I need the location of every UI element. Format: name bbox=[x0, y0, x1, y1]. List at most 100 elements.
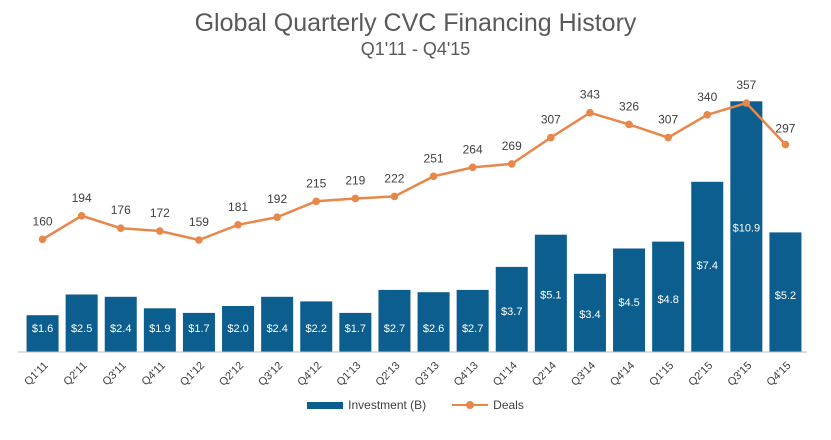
x-tick-label: Q1'14 bbox=[491, 360, 520, 389]
deals-point bbox=[390, 192, 399, 201]
bar-investment bbox=[573, 273, 606, 352]
deals-data-label: 297 bbox=[775, 122, 795, 136]
bar-data-label: $2.0 bbox=[227, 323, 248, 335]
deals-data-label: 181 bbox=[228, 200, 248, 214]
bar-data-label: $4.5 bbox=[618, 297, 639, 309]
deals-data-label: 251 bbox=[424, 151, 444, 165]
legend-swatch-line bbox=[452, 401, 489, 409]
deals-data-label: 307 bbox=[541, 113, 561, 127]
legend-item-investment: Investment (B) bbox=[307, 398, 426, 412]
bar-data-label: $2.6 bbox=[423, 323, 444, 335]
bar-data-label: $2.4 bbox=[266, 323, 287, 335]
deals-data-label: 222 bbox=[384, 171, 404, 185]
x-tick-label: Q2'15 bbox=[686, 360, 715, 389]
x-tick-label: Q4'11 bbox=[140, 360, 168, 388]
deals-data-label: 215 bbox=[306, 176, 326, 190]
deals-data-label: 192 bbox=[267, 192, 287, 206]
x-tick-label: Q4'12 bbox=[295, 360, 324, 389]
bar-data-label: $5.1 bbox=[540, 290, 561, 302]
bar-investment bbox=[65, 294, 98, 352]
deals-point bbox=[547, 133, 555, 142]
deals-data-label: 159 bbox=[189, 215, 209, 229]
deals-point bbox=[781, 140, 790, 149]
deals-point bbox=[312, 197, 321, 206]
chart-title-block: Global Quarterly CVC Financing History Q… bbox=[0, 8, 831, 60]
deals-point bbox=[273, 213, 281, 221]
bar-investment bbox=[182, 312, 215, 352]
legend-label-investment: Investment (B) bbox=[348, 398, 427, 412]
bar-investment bbox=[417, 292, 450, 352]
bar-data-label: $2.7 bbox=[384, 323, 405, 335]
deals-point bbox=[703, 110, 712, 119]
x-tick-label: Q3'12 bbox=[256, 360, 285, 389]
deals-point bbox=[234, 220, 242, 229]
deals-data-label: 194 bbox=[72, 191, 92, 205]
bar-data-label: $4.8 bbox=[657, 294, 678, 306]
x-tick-label: Q3'13 bbox=[413, 360, 442, 389]
x-tick-label: Q1'15 bbox=[647, 360, 676, 389]
x-tick-label: Q2'12 bbox=[217, 360, 246, 389]
bar-data-label: $1.9 bbox=[149, 323, 170, 335]
bar-data-label: $1.6 bbox=[32, 323, 53, 335]
bar-data-label: $1.7 bbox=[345, 323, 366, 335]
deals-data-label: 340 bbox=[697, 90, 717, 104]
deals-data-label: 219 bbox=[345, 173, 365, 187]
deals-point bbox=[156, 227, 164, 235]
x-tick-label: Q2'14 bbox=[530, 360, 559, 389]
deals-data-label: 307 bbox=[658, 113, 678, 127]
x-tick-label: Q3'14 bbox=[569, 360, 598, 389]
bar-investment bbox=[143, 308, 176, 352]
bar-data-label: $7.4 bbox=[697, 260, 718, 272]
x-tick-label: Q2'11 bbox=[61, 360, 89, 388]
deals-point bbox=[742, 99, 751, 107]
bar-data-label: $5.2 bbox=[775, 290, 796, 302]
bar-investment bbox=[456, 289, 489, 352]
bar-investment bbox=[339, 312, 372, 352]
x-tick-label: Q1'11 bbox=[22, 360, 50, 388]
x-tick-label: Q2'13 bbox=[374, 360, 403, 389]
bar-investment bbox=[378, 289, 411, 352]
bar-investment bbox=[730, 101, 763, 352]
bar-investment bbox=[300, 301, 333, 352]
deals-point bbox=[351, 194, 360, 203]
bar-data-label: $2.4 bbox=[110, 323, 131, 335]
deals-data-label: 176 bbox=[111, 203, 131, 217]
legend-item-deals: Deals bbox=[452, 398, 524, 412]
deals-point bbox=[664, 133, 672, 142]
deals-data-label: 269 bbox=[502, 139, 522, 153]
bar-data-label: $2.2 bbox=[306, 323, 327, 335]
bar-data-label: $10.9 bbox=[733, 222, 761, 234]
bar-investment bbox=[691, 181, 724, 352]
bar-data-label: $3.7 bbox=[501, 306, 522, 318]
bar-data-label: $3.4 bbox=[579, 309, 600, 321]
bar-investment bbox=[26, 315, 59, 352]
chart-subtitle: Q1'11 - Q4'15 bbox=[360, 39, 471, 59]
bar-investment bbox=[104, 296, 137, 352]
legend-label-deals: Deals bbox=[493, 398, 524, 412]
deals-data-label: 326 bbox=[619, 99, 639, 113]
deals-point bbox=[429, 172, 438, 181]
deals-data-label: 160 bbox=[33, 214, 53, 228]
bar-investment bbox=[534, 234, 567, 352]
deals-point bbox=[586, 108, 594, 117]
deals-point bbox=[38, 235, 47, 244]
deals-data-label: 172 bbox=[150, 206, 170, 220]
x-tick-label: Q1'13 bbox=[334, 360, 363, 389]
deals-point bbox=[195, 236, 203, 244]
chart-title: Global Quarterly CVC Financing History bbox=[194, 9, 637, 37]
deals-point bbox=[625, 120, 633, 129]
bar-investment bbox=[495, 266, 528, 352]
bar-data-label: $2.7 bbox=[462, 323, 483, 335]
bar-investment bbox=[769, 232, 802, 352]
bar-investment bbox=[652, 241, 685, 352]
deals-data-label: 357 bbox=[736, 78, 756, 92]
bar-investment bbox=[261, 296, 294, 352]
bar-data-label: $2.5 bbox=[71, 323, 92, 335]
bar-data-label: $1.7 bbox=[188, 323, 209, 335]
bar-investment bbox=[613, 248, 646, 352]
x-tick-label: Q3'15 bbox=[725, 360, 754, 389]
deals-point bbox=[468, 163, 477, 172]
x-tick-label: Q4'13 bbox=[452, 360, 481, 389]
deals-data-label: 264 bbox=[463, 142, 483, 156]
